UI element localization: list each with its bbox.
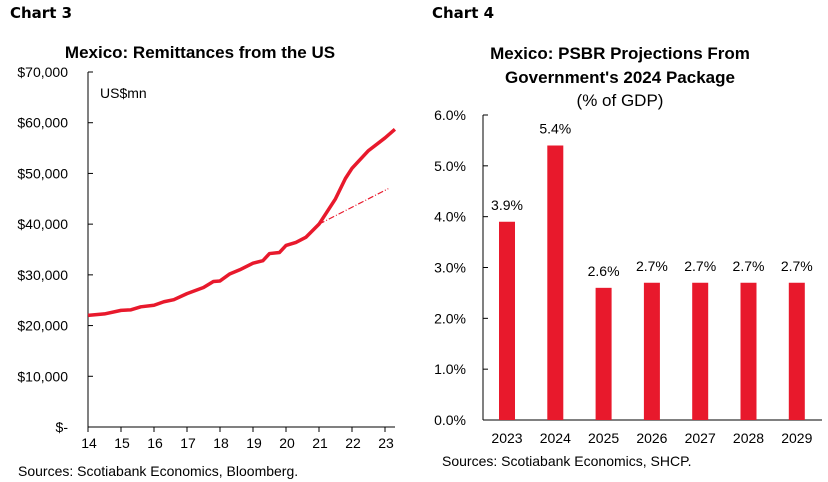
y-tick-label: 4.0%: [434, 209, 466, 225]
y-tick-label: 1.0%: [434, 361, 466, 377]
x-tick-label: 23: [378, 435, 394, 451]
bar-2023: [499, 221, 515, 420]
x-tick-label: 22: [345, 435, 361, 451]
chart-title: Mexico: Remittances from the US: [65, 43, 335, 62]
data-label: 5.4%: [539, 121, 571, 137]
x-tick-label: 21: [312, 435, 328, 451]
bar-2028: [740, 282, 757, 420]
x-tick-label: 17: [180, 435, 196, 451]
bar-2024: [547, 145, 564, 420]
data-label: 2.7%: [636, 258, 668, 274]
bar-2027: [692, 282, 709, 420]
x-tick-label: 2025: [588, 430, 619, 446]
data-label: 2.7%: [684, 258, 716, 274]
x-tick-label: 15: [114, 435, 130, 451]
y-tick-label: $50,000: [17, 165, 68, 181]
chart-title: Government's 2024 Package: [505, 68, 735, 87]
y-tick-label: $60,000: [17, 115, 68, 131]
y-tick-label: $20,000: [17, 318, 68, 334]
x-tick-label: 14: [81, 435, 97, 451]
x-tick-label: 2024: [540, 430, 571, 446]
chart-4-label: Chart 4: [432, 4, 495, 22]
x-tick-label: 2028: [733, 430, 764, 446]
x-tick-label: 2029: [781, 430, 812, 446]
data-label: 2.7%: [733, 258, 765, 274]
x-tick-label: 16: [147, 435, 163, 451]
trend-line: [318, 188, 389, 225]
bar-2025: [595, 287, 612, 420]
x-tick-label: 20: [279, 435, 295, 451]
y-tick-label: 5.0%: [434, 158, 466, 174]
data-label: 2.7%: [781, 258, 813, 274]
y-tick-label: $-: [56, 419, 69, 435]
x-tick-label: 2027: [685, 430, 716, 446]
x-tick-label: 18: [213, 435, 229, 451]
remittances-line: [87, 127, 397, 318]
y-tick-label: 6.0%: [434, 107, 466, 123]
y-tick-label: 3.0%: [434, 260, 466, 276]
y-tick-label: $30,000: [17, 267, 68, 283]
y-tick-label: 0.0%: [434, 412, 466, 428]
y-tick-label: $10,000: [17, 368, 68, 384]
y-tick-label: $70,000: [17, 64, 68, 80]
x-tick-label: 19: [246, 435, 262, 451]
x-tick-label: 2026: [636, 430, 667, 446]
data-label: 2.6%: [588, 263, 620, 279]
source-note: Sources: Scotiabank Economics, Bloomberg…: [18, 463, 298, 479]
source-note: Sources: Scotiabank Economics, SHCP.: [442, 453, 692, 469]
data-label: 3.9%: [491, 197, 523, 213]
x-tick-label: 2023: [491, 430, 522, 446]
y-tick-label: $40,000: [17, 216, 68, 232]
chart-subtitle: (% of GDP): [577, 91, 664, 110]
bar-2026: [643, 282, 660, 420]
chart-title: Mexico: PSBR Projections From: [490, 44, 750, 63]
chart-3-label: Chart 3: [10, 4, 73, 22]
bar-2029: [788, 282, 805, 420]
y-tick-label: 2.0%: [434, 310, 466, 326]
units-annotation: US$mn: [100, 85, 147, 101]
